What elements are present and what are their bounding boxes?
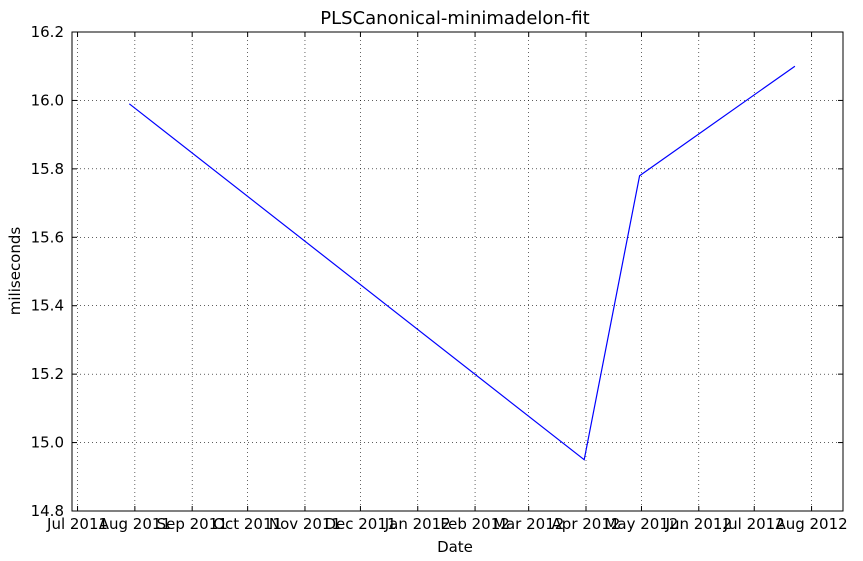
y-tick-label: 15.4	[31, 297, 64, 315]
y-tick-label: 15.0	[31, 434, 64, 452]
x-tick-label: Mar 2012	[493, 515, 564, 533]
y-tick-label: 16.0	[31, 91, 64, 109]
y-tick-label: 16.2	[31, 23, 64, 41]
series-layer	[128, 65, 796, 461]
x-tick-label: Nov 2011	[269, 515, 341, 533]
x-tick-label: Jan 2012	[384, 515, 451, 533]
y-tick-label: 15.2	[31, 365, 64, 383]
y-tick-label: 14.8	[31, 502, 64, 520]
x-tick-label: Jul 2011	[46, 515, 108, 533]
grid	[72, 31, 843, 512]
y-axis-label: miliseconds	[6, 227, 24, 316]
x-tick-label: Sep 2011	[157, 515, 228, 533]
x-tick-label: Jul 2012	[723, 515, 785, 533]
x-tick-label: Aug 2012	[775, 515, 847, 533]
x-tick-label: Dec 2011	[324, 515, 396, 533]
x-tick-label: Apr 2012	[552, 515, 621, 533]
x-tick-label: May 2012	[604, 515, 678, 533]
y-tick-label: 15.6	[31, 228, 64, 246]
series-line	[128, 65, 796, 461]
x-axis-label: Date	[437, 538, 473, 556]
x-tick-label: Jun 2012	[665, 515, 732, 533]
plot-frame	[71, 31, 844, 512]
x-tick-label: Aug 2011	[99, 515, 171, 533]
y-tick-label: 15.8	[31, 160, 64, 178]
x-tick-label: Feb 2012	[440, 515, 510, 533]
x-tick-label: Oct 2011	[213, 515, 282, 533]
chart-title: PLSCanonical-minimadelon-fit	[320, 8, 589, 29]
